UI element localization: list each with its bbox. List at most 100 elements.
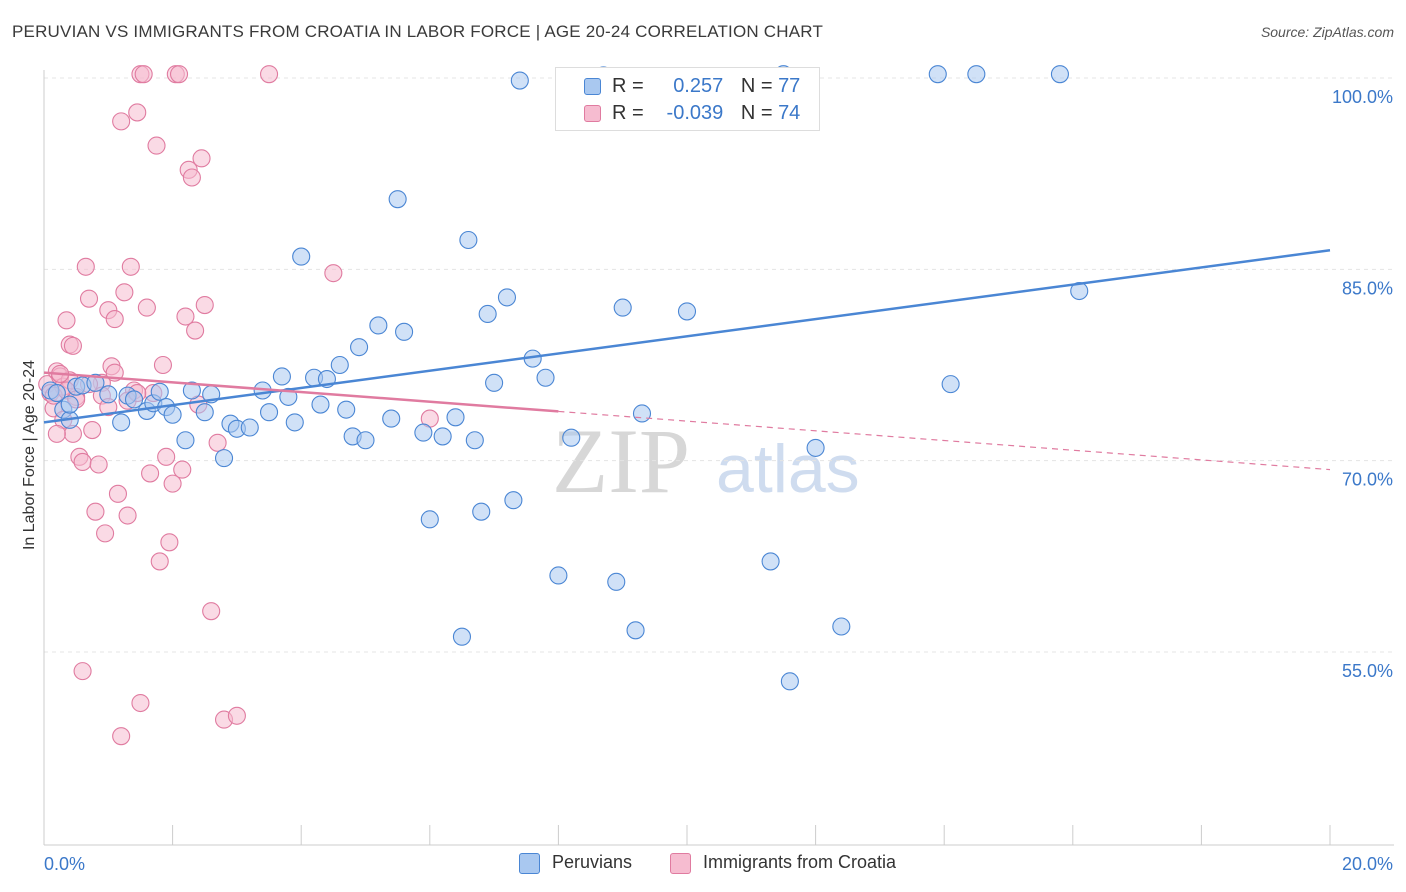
croatia-point [112,727,131,746]
peruvian-point [292,247,311,266]
croatia-point [73,452,92,471]
chart-title: PERUVIAN VS IMMIGRANTS FROM CROATIA IN L… [12,22,824,41]
croatia-point [128,103,147,122]
x-tick-label: 0.0% [44,854,85,874]
stats-swatch-peruvians [584,78,601,95]
peruvian-point [497,288,517,307]
croatia-point [89,455,108,474]
peruvian-point [285,413,304,432]
peruvian-point [536,368,555,387]
r-label: R = [612,102,644,124]
croatia-point [112,112,131,131]
r-value: 0.257 [673,75,724,97]
y-tick-label: 85.0% [1342,278,1393,298]
peruvian-point [626,621,645,640]
peruvian-point [388,190,407,209]
legend-swatch-peruvians [519,853,540,874]
croatia-point [259,65,279,84]
peruvian-point [806,438,825,457]
watermark-atlas: atlas [716,431,860,507]
croatia-point [195,295,214,315]
peruvian-point [369,316,388,335]
peruvian-point [395,322,414,341]
peruvian-point [60,395,79,414]
peruvian-point [761,552,780,571]
croatia-point [131,693,150,713]
peruvian-point [607,572,626,591]
peruvian-point [356,431,375,450]
peruvian-point [330,355,349,375]
croatia-point [47,424,66,443]
peruvian-point [182,381,201,400]
croatia-point [83,421,102,440]
r-value: -0.039 [666,102,724,124]
croatia-point [147,136,166,155]
croatia-point [86,502,105,521]
croatia-point [57,311,76,330]
peruvian-point [677,302,697,321]
croatia-point [163,474,182,493]
trend-lines [43,248,1331,471]
croatia-point [176,307,195,326]
x-tick-labels: 0.0% 20.0% [44,854,1393,874]
peruvian-point [214,449,234,468]
legend-label-peruvians: Peruvians [552,852,633,872]
n-label: N = [740,75,773,97]
croatia-point [182,168,201,187]
peruvian-point [176,431,195,450]
trend-line-croatia-extension [558,410,1331,471]
croatia-point [76,257,95,276]
peruvian-point [780,672,799,691]
stats-row-peruvians: R = 0.257 N = 77 [612,75,800,98]
y-tick-label: 100.0% [1332,87,1393,107]
peruvian-point [337,400,356,419]
peruvian-point [112,413,131,432]
croatia-point [150,552,169,571]
peruvian-point [459,230,478,250]
n-value: 77 [778,75,801,97]
axes [43,70,1394,846]
y-tick-labels: 55.0% 70.0% 85.0% 100.0% [1332,87,1393,681]
croatia-point [227,706,246,725]
peruvian-point [86,373,105,392]
croatia-point [63,336,82,355]
peruvian-point [1070,281,1089,301]
croatia-point [160,533,179,552]
peruvian-point [613,298,632,317]
trend-line-peruvians [43,248,1331,424]
croatia-point [134,65,153,84]
peruvian-point [99,385,118,404]
croatia-point [141,464,160,483]
croatia-point [192,149,211,168]
croatia-point [173,460,192,479]
croatia-point [208,433,227,452]
peruvian-point [928,65,947,84]
peruvian-point [967,65,986,84]
peruvian-point [446,408,465,427]
peruvian-point [272,367,291,386]
bottom-legend: Peruvians Immigrants from Croatia [0,852,1406,876]
stats-swatch-croatia [584,105,601,122]
croatia-point [137,298,156,317]
peruvian-point [478,304,497,324]
croatia-point [169,65,189,84]
croatia-point [186,321,205,340]
peruvian-point [240,418,259,437]
peruvian-point [472,502,491,521]
croatia-point [118,506,137,525]
croatia-point [202,602,221,621]
peruvian-point [311,395,330,414]
peruvian-point [124,390,144,409]
legend-swatch-croatia [670,853,691,874]
croatia-point [79,289,99,308]
peruvian-point [941,375,960,394]
peruvian-point [832,617,851,636]
peruvian-point [632,404,652,423]
trend-line-croatia [43,371,559,413]
legend-label-croatia: Immigrants from Croatia [703,852,897,872]
peruvian-point [150,382,169,401]
peruvian-point [1050,65,1069,84]
croatia-point [121,257,140,276]
peruvian-point [195,403,214,422]
stats-row-croatia: R = -0.039 N = 74 [612,102,800,125]
